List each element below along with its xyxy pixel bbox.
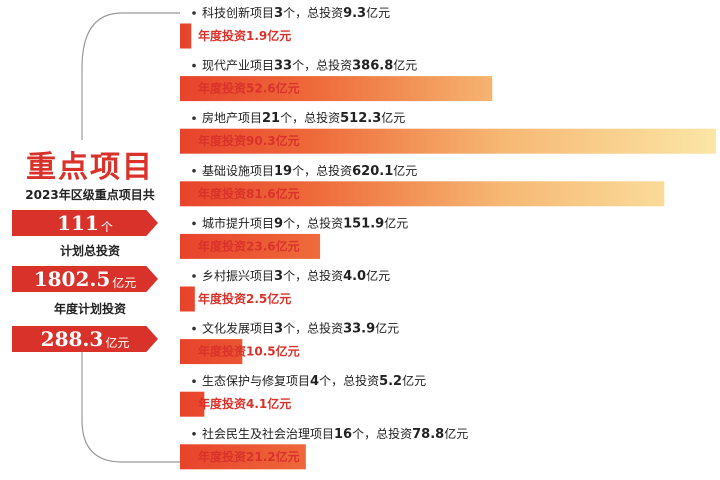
category-label-part: 78.8 [412,427,444,442]
project-count-unit: 个 [100,219,113,234]
bar [180,391,205,417]
category-label-part: 亿元 [366,5,390,20]
category-label-part: 文化发展项目 [202,321,274,336]
category-label-part: 16 [334,427,352,442]
category-label-part: 个，总投资 [352,426,412,441]
summary-panel: 重点项目 2023年区级重点项目共 111 个 计划总投资 1802.5 亿元 … [0,0,170,480]
bar-value-label: 年度投资52.6亿元 [198,81,300,96]
category-label-part: 个，总投资 [283,268,343,283]
main-title: 重点项目 [26,150,154,185]
category-label-part: 亿元 [444,426,468,441]
category-label: 文化发展项目3个，总投资33.9亿元 [202,321,399,337]
bar-value-label: 年度投资90.3亿元 [198,133,300,148]
total-investment-badge: 1802.5 亿元 [12,266,158,292]
category-label-part: 33.9 [343,322,375,337]
bar-value-label: 年度投资21.2亿元 [198,449,300,464]
bar-value-label: 年度投资10.5亿元 [198,344,300,359]
category-label-part: 房地产项目 [202,110,262,125]
bar [180,339,243,365]
annual-investment-unit: 亿元 [105,335,130,350]
bar [180,128,716,154]
project-total-label: 2023年区级重点项目共 [25,188,155,202]
bar [180,76,493,102]
bullet-dot [192,169,196,173]
category-label: 乡村振兴项目3个，总投资4.0亿元 [202,268,390,284]
category-label-part: 亿元 [375,321,399,336]
bar-value-label: 年度投资4.1亿元 [198,396,291,411]
category-label-part: 3 [274,6,283,21]
category-label: 现代产业项目33个，总投资386.8亿元 [202,58,417,74]
category-label: 社会民生及社会治理项目16个，总投资78.8亿元 [202,426,468,442]
category-label-part: 33 [274,59,292,74]
bullet-dot [192,63,196,68]
bar [180,233,321,259]
category-label-part: 社会民生及社会治理项目 [202,426,334,441]
category-label: 基础设施项目19个，总投资620.1亿元 [202,163,417,179]
category-label-part: 4.0 [343,269,366,284]
category-label-part: 亿元 [393,58,417,73]
bar-value-label: 年度投资2.5亿元 [198,291,291,306]
category-label-part: 个，总投资 [283,321,343,336]
bullet-dot [192,326,196,331]
category-label-part: 现代产业项目 [202,59,274,73]
bar [180,286,195,312]
category-label-part: 亿元 [384,215,408,230]
annual-investment-label: 年度计划投资 [53,302,126,316]
category-label-part: 3 [274,322,283,337]
category-label-part: 9.3 [343,6,366,21]
annual-investment-badge: 288.3 亿元 [12,326,158,352]
category-label: 城市提升项目9个，总投资151.9亿元 [202,215,408,231]
category-label-part: 城市提升项目 [202,215,274,230]
bar-value-label: 年度投资81.6亿元 [198,186,300,201]
bar-value-label: 年度投资1.9亿元 [198,28,291,43]
category-label-part: 个，总投资 [283,215,343,230]
category-label-part: 乡村振兴项目 [202,269,274,283]
project-count-badge: 111 个 [12,210,158,236]
bracket-line [81,12,180,463]
bullet-dot [192,116,196,120]
category-label-part: 620.1 [352,164,393,179]
category-label-part: 亿元 [402,373,426,388]
category-label-part: 科技创新项目 [202,5,274,20]
total-investment-unit: 亿元 [112,275,137,290]
bar-value-label: 年度投资23.6亿元 [198,238,300,253]
category-label-part: 19 [274,164,292,179]
category-label-part: 151.9 [343,216,384,231]
category-label-part: 4 [310,374,319,389]
category-label-part: 512.3 [340,111,381,126]
category-label-part: 亿元 [393,163,417,178]
category-label-part: 个，总投资 [319,373,379,388]
bar [180,181,665,207]
category-label-part: 个，总投资 [280,110,340,125]
category-label-part: 386.8 [352,59,393,74]
category-label-part: 亿元 [366,268,390,283]
category-label-part: 亿元 [381,110,405,125]
bullet-dot [192,379,196,384]
project-count: 111 [57,211,99,235]
category-label-part: 基础设施项目 [202,164,274,178]
bullet-dot [192,274,196,278]
bar [180,444,306,470]
annual-investment: 288.3 [40,327,104,351]
category-label-part: 个，总投资 [292,163,352,178]
category-label-part: 个，总投资 [292,58,352,73]
category-label: 房地产项目21个，总投资512.3亿元 [202,110,405,126]
category-label-part: 21 [262,111,280,126]
bullet-dot [192,432,196,436]
bullet-dot [192,11,196,15]
total-investment-label: 计划总投资 [59,244,120,258]
bar [180,23,192,49]
category-label-part: 3 [274,269,283,284]
category-label-part: 个，总投资 [283,5,343,20]
category-label-part: 9 [274,216,283,231]
category-label-part: 5.2 [379,374,402,389]
category-label: 生态保护与修复项目4个，总投资5.2亿元 [202,373,426,389]
category-label-part: 生态保护与修复项目 [202,373,310,388]
total-investment: 1802.5 [33,267,111,291]
category-label: 科技创新项目3个，总投资9.3亿元 [202,5,390,21]
bullet-dot [192,221,196,226]
